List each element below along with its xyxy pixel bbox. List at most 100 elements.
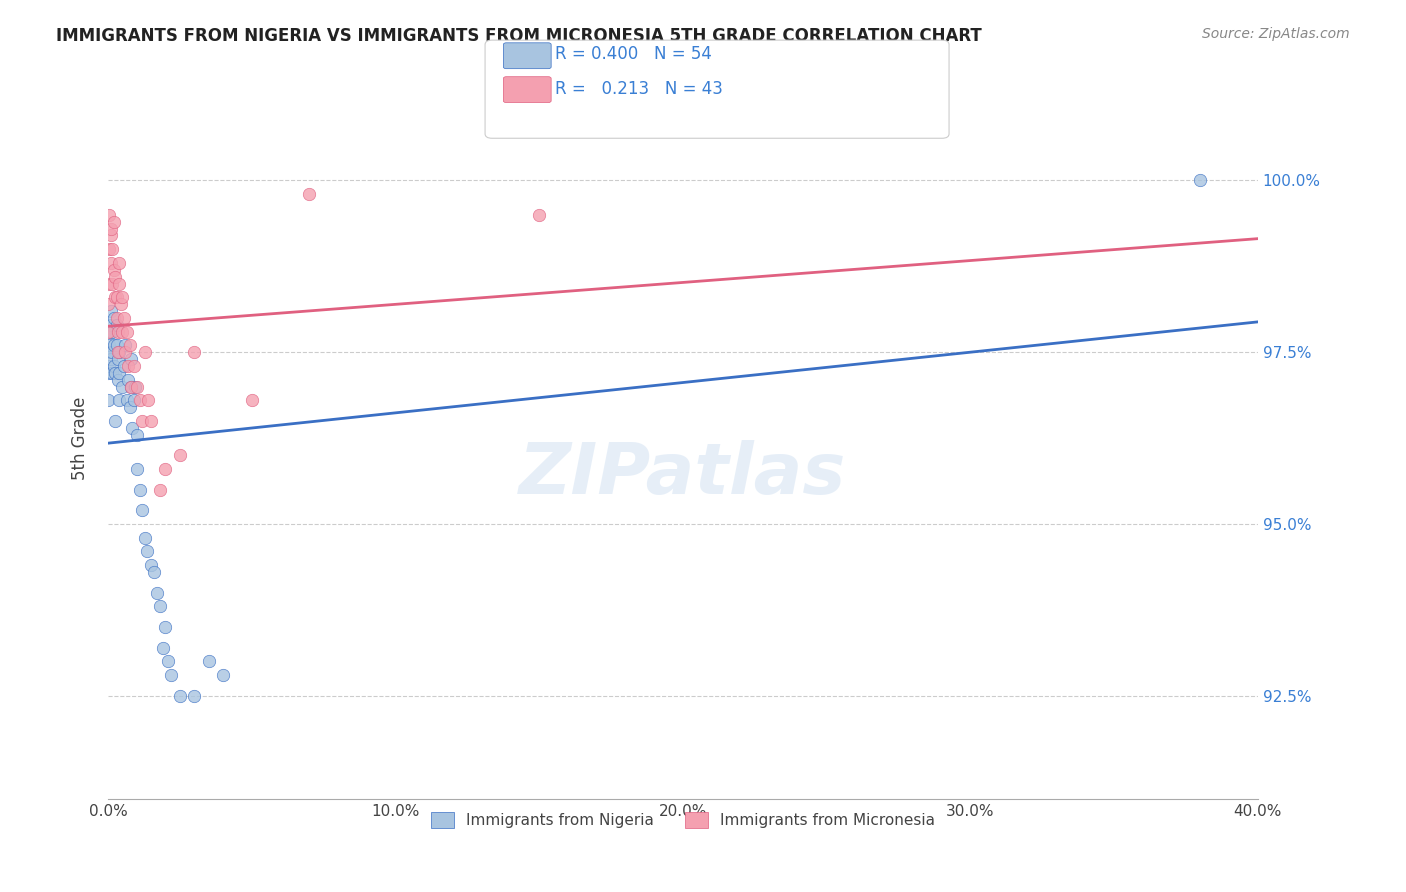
Point [122,393,145,408]
Point [103,359,125,373]
Point [149,483,172,497]
Point [100,228,122,243]
Point [97,393,120,408]
Point [98,359,121,373]
Point [98,338,121,352]
Point [97,297,120,311]
Point [128,483,150,497]
Point [105,290,128,304]
Point [157,655,180,669]
Point [111,379,134,393]
Point [139,414,162,428]
Point [527,208,550,222]
Point [115,393,138,408]
Point [101,242,124,256]
Point [121,421,143,435]
Point [104,269,127,284]
Legend: Immigrants from Nigeria, Immigrants from Micronesia: Immigrants from Nigeria, Immigrants from… [425,806,941,835]
Point [100,304,122,318]
Point [108,345,131,359]
Point [134,345,156,359]
Point [114,345,136,359]
Point [143,565,166,579]
Point [97,345,120,359]
Point [103,338,125,352]
Point [118,401,141,415]
Point [100,318,122,332]
Point [155,462,177,476]
Point [146,585,169,599]
Point [183,689,205,703]
Point [98,208,121,222]
Point [114,338,136,352]
Point [100,352,122,367]
Point [120,379,142,393]
Point [97,325,120,339]
Point [101,277,124,291]
Point [298,187,321,202]
Point [104,414,127,428]
Point [108,366,131,380]
Point [107,325,129,339]
Point [240,393,263,408]
Point [107,345,129,359]
Point [120,379,142,393]
Point [134,531,156,545]
Point [101,345,124,359]
Point [100,256,122,270]
Point [97,366,120,380]
Point [101,325,124,339]
Point [105,310,128,325]
Point [104,290,127,304]
Point [100,325,122,339]
Point [117,359,139,373]
Y-axis label: 5th Grade: 5th Grade [72,396,89,480]
Point [155,620,177,634]
Point [152,640,174,655]
Point [108,256,131,270]
Point [104,366,127,380]
Point [107,352,129,367]
Point [112,359,135,373]
Point [101,366,124,380]
Point [112,310,135,325]
Point [115,325,138,339]
Point [131,414,153,428]
Point [124,379,146,393]
Point [111,290,134,304]
Point [111,325,134,339]
Text: Source: ZipAtlas.com: Source: ZipAtlas.com [1202,27,1350,41]
Point [149,599,172,614]
Point [117,373,139,387]
Point [136,393,159,408]
Point [212,668,235,682]
Point [105,318,128,332]
Point [107,373,129,387]
Point [169,448,191,462]
Point [139,558,162,573]
Point [125,462,148,476]
Point [125,427,148,442]
Point [135,544,157,558]
Point [183,345,205,359]
Point [120,352,142,367]
Point [125,379,148,393]
Point [118,338,141,352]
Point [128,393,150,408]
Point [160,668,183,682]
Text: IMMIGRANTS FROM NIGERIA VS IMMIGRANTS FROM MICRONESIA 5TH GRADE CORRELATION CHAR: IMMIGRANTS FROM NIGERIA VS IMMIGRANTS FR… [56,27,981,45]
Point [197,655,219,669]
Text: ZIPatlas: ZIPatlas [519,440,846,508]
Point [105,338,128,352]
Point [1189,173,1212,187]
Point [98,242,121,256]
Point [108,393,131,408]
Point [97,277,120,291]
Point [103,215,125,229]
Point [110,297,132,311]
Point [108,277,131,291]
Text: R =   0.213   N = 43: R = 0.213 N = 43 [555,80,723,98]
Point [100,221,122,235]
Text: R = 0.400   N = 54: R = 0.400 N = 54 [555,45,713,62]
Point [169,689,191,703]
